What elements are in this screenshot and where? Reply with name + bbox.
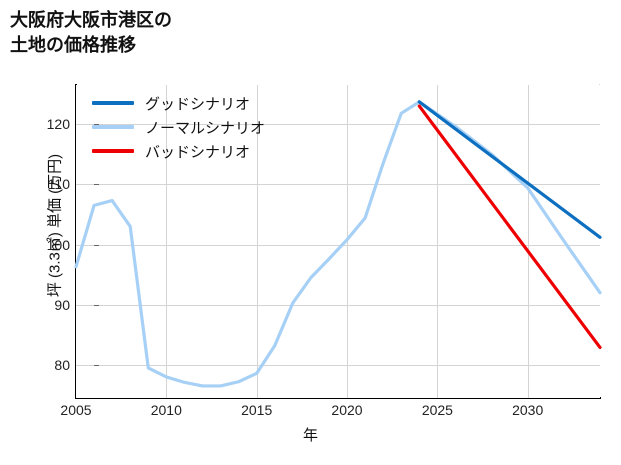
series-line: [417, 100, 602, 239]
y-tick-mark: [94, 124, 99, 126]
y-tick-label: 90: [54, 296, 70, 313]
legend-color-swatch: [92, 149, 134, 153]
gridline-vertical: [437, 85, 439, 398]
gridline-vertical: [527, 85, 529, 398]
legend-item[interactable]: ノーマルシナリオ: [92, 115, 307, 139]
series-line: [74, 100, 602, 388]
y-axis-ticks: 80 90 100 110 120: [24, 85, 99, 398]
y-tick-mark: [94, 184, 99, 186]
y-tick-label: 100: [46, 236, 70, 253]
gridline-horizontal: [76, 124, 600, 126]
x-tick-label: 2030: [512, 402, 544, 418]
y-tick-label: 80: [54, 356, 70, 373]
legend-label: ノーマルシナリオ: [145, 119, 266, 137]
x-axis-title: 年: [302, 427, 318, 444]
legend-color-swatch: [92, 101, 134, 105]
chart-title: 大阪府大阪市港区の 土地の価格推移: [10, 10, 172, 55]
x-tick-label: 2015: [241, 402, 273, 418]
chart-legend: グッドシナリオ ノーマルシナリオ バッドシナリオ: [92, 91, 307, 163]
y-tick-label: 120: [46, 116, 70, 133]
plot-area: [74, 85, 602, 398]
legend-label: バッドシナリオ: [145, 143, 251, 161]
series-line: [417, 104, 602, 350]
y-tick-mark: [94, 244, 99, 246]
gridline-vertical: [166, 85, 168, 398]
x-tick-label: 2005: [60, 402, 92, 418]
legend-color-swatch: [92, 125, 134, 129]
x-tick-label: 2010: [150, 402, 182, 418]
series-lines: [74, 100, 602, 388]
legend-item[interactable]: バッドシナリオ: [92, 139, 307, 163]
y-axis-title: 坪 (3.3㎡) 単価 (万円): [46, 153, 64, 298]
gridline-horizontal: [76, 364, 600, 366]
x-axis-spine: [75, 397, 601, 399]
legend-item[interactable]: グッドシナリオ: [92, 91, 307, 115]
y-tick-mark: [94, 364, 99, 366]
plot-top-spine: [75, 84, 600, 85]
x-axis-ticks: 2005 2010 2015 2020 2025 2030: [60, 400, 600, 422]
gridline-horizontal: [76, 244, 600, 246]
x-tick-label: 2025: [421, 402, 453, 418]
gridline-horizontal: [76, 184, 600, 186]
y-tick-mark: [94, 304, 99, 306]
x-tick-label: 2020: [331, 402, 363, 418]
gridline-horizontal: [76, 304, 600, 306]
legend-label: グッドシナリオ: [145, 95, 251, 113]
y-tick-label: 110: [47, 176, 70, 193]
gridline-vertical: [256, 85, 258, 398]
